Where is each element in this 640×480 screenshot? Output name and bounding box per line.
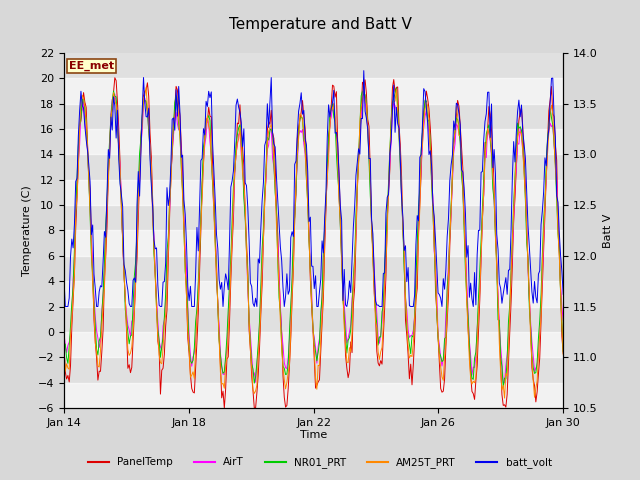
Bar bbox=[64, 180, 563, 205]
Bar bbox=[64, 281, 563, 307]
Bar bbox=[64, 383, 563, 408]
Text: EE_met: EE_met bbox=[69, 61, 114, 71]
Y-axis label: Temperature (C): Temperature (C) bbox=[22, 185, 32, 276]
Y-axis label: Batt V: Batt V bbox=[604, 213, 613, 248]
Bar bbox=[64, 78, 563, 104]
Bar bbox=[64, 332, 563, 357]
Legend: PanelTemp, AirT, NR01_PRT, AM25T_PRT, batt_volt: PanelTemp, AirT, NR01_PRT, AM25T_PRT, ba… bbox=[84, 453, 556, 472]
X-axis label: Time: Time bbox=[300, 431, 327, 441]
Bar bbox=[64, 129, 563, 154]
Text: Temperature and Batt V: Temperature and Batt V bbox=[228, 17, 412, 32]
Bar bbox=[64, 230, 563, 256]
